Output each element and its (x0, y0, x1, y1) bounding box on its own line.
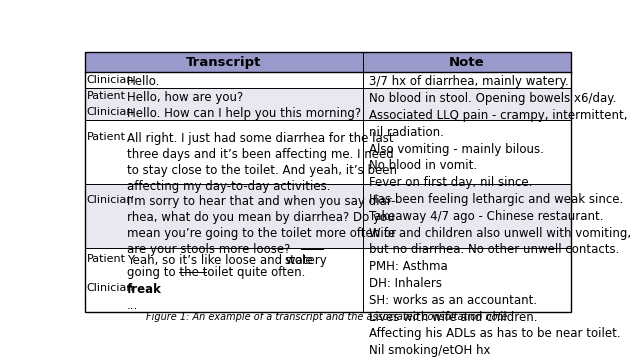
Bar (363, 88, 571, 120)
Bar (85, 248, 363, 312)
Bar (85, 120, 363, 184)
Text: Transcript: Transcript (186, 56, 262, 69)
Bar (363, 120, 571, 184)
Text: Clinician: Clinician (86, 75, 134, 85)
Text: Hello.: Hello. (127, 75, 161, 88)
Text: Patient: Patient (86, 254, 125, 264)
Bar (85, 184, 363, 248)
Text: Yeah, so it’s like loose and watery: Yeah, so it’s like loose and watery (127, 254, 331, 267)
Text: All right. I just had some diarrhea for the last
three days and it’s been affect: All right. I just had some diarrhea for … (127, 131, 397, 192)
Text: I’m sorry to hear that and when you say diar-
rhea, what do you mean by diarrhea: I’m sorry to hear that and when you say … (127, 196, 396, 257)
Bar (85, 72, 363, 88)
Text: Hello. How can I help you this morning?: Hello. How can I help you this morning? (127, 107, 361, 120)
Bar (363, 248, 571, 312)
Text: Clinician: Clinician (86, 283, 134, 293)
Text: Clinician: Clinician (86, 196, 134, 205)
Bar (363, 184, 571, 248)
Bar (85, 52, 571, 72)
Text: going to the toilet quite often.: going to the toilet quite often. (127, 266, 305, 279)
Bar (85, 88, 363, 120)
Text: Hello, how are you?: Hello, how are you? (127, 91, 243, 104)
Text: Patient: Patient (86, 131, 125, 142)
Bar (363, 72, 571, 88)
Text: freak: freak (127, 283, 162, 296)
Text: stole: stole (285, 254, 314, 267)
Text: Note: Note (449, 56, 484, 69)
Text: Clinician: Clinician (86, 107, 134, 117)
Text: Patient: Patient (86, 91, 125, 101)
Text: Figure 1: An example of a transcript and the associated consultation note.: Figure 1: An example of a transcript and… (146, 312, 510, 322)
Text: ...: ... (127, 299, 138, 312)
Text: 3/7 hx of diarrhea, mainly watery.
No blood in stool. Opening bowels x6/day.
Ass: 3/7 hx of diarrhea, mainly watery. No bl… (369, 76, 631, 357)
